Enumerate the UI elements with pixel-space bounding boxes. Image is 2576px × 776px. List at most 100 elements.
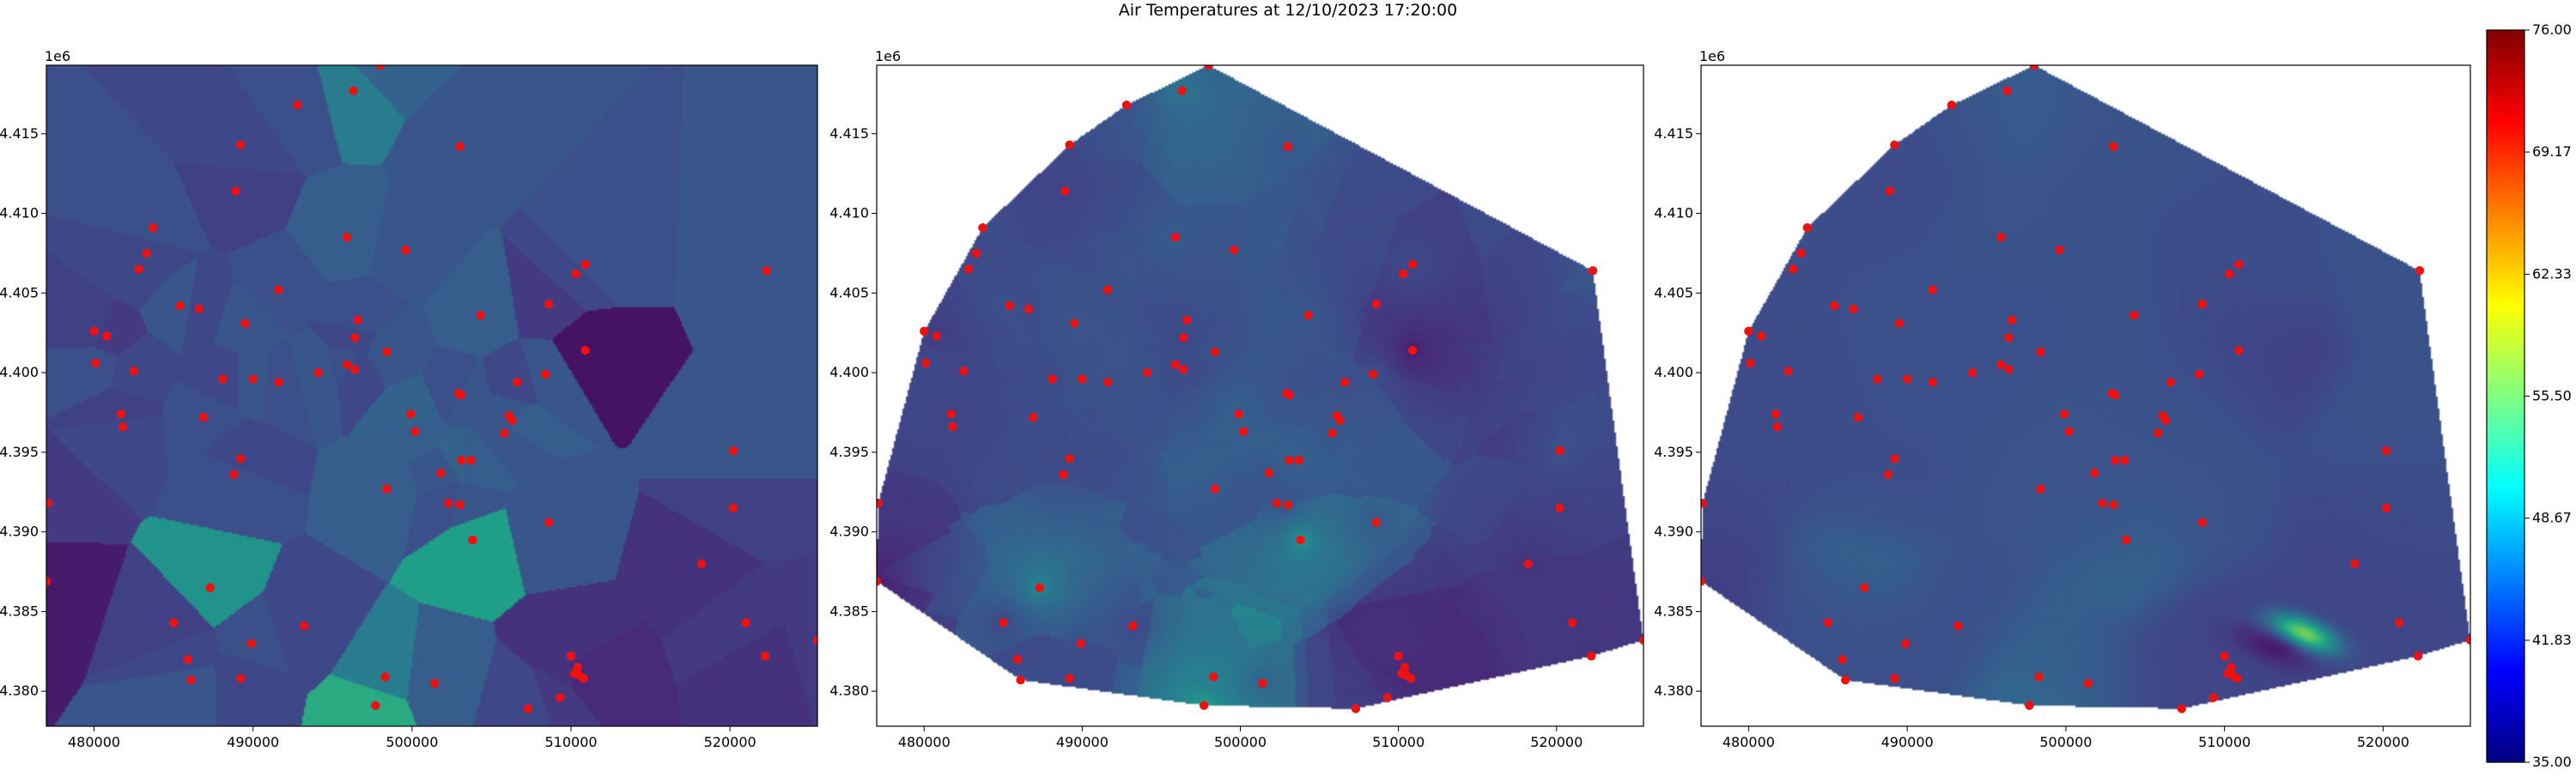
station-marker [2224,269,2234,279]
station-marker [2129,311,2139,320]
station-marker [1327,428,1337,438]
station-marker [375,65,386,70]
y-offset-label: 1e6 [45,48,70,64]
y-tick-label: 4.390 [0,524,39,540]
station-marker [91,358,100,368]
station-marker [240,318,250,328]
y-tick-label: 4.390 [829,524,869,540]
station-marker [1059,470,1068,480]
station-marker [1555,446,1564,456]
x-tick-label: 480000 [1722,734,1775,750]
station-marker [235,454,246,464]
station-marker [1208,672,1218,682]
station-marker [1838,654,1847,664]
station-marker [274,285,283,294]
axes-frame [46,64,818,727]
station-marker [1953,621,1963,631]
station-marker [1005,300,1014,311]
station-marker [205,583,215,592]
station-marker [102,331,112,341]
station-marker [1890,674,1899,683]
station-marker [1398,269,1408,279]
station-marker [1103,378,1113,387]
station-marker [2109,500,2118,510]
station-marker [2025,700,2034,711]
station-marker [1796,248,1806,258]
station-marker [1783,367,1793,376]
x-tick-label: 490000 [1056,734,1109,750]
station-marker [229,470,239,480]
station-marker [1928,285,1937,294]
station-marker [1371,300,1382,309]
station-marker [1177,86,1187,95]
station-marker [194,304,204,314]
x-tick-label: 480000 [68,734,120,750]
station-marker [1285,455,1294,465]
station-marker [1407,259,1418,270]
station-marker [877,499,884,508]
station-marker [2415,266,2425,276]
panel-1: 480000 490000 500000 510000 520000 4.380 4.385… [0,48,818,750]
station-marker [1829,300,1839,311]
colorbar-tick-label: 48.67 [2532,510,2572,526]
station-marker [349,86,358,95]
station-marker [1567,618,1577,627]
y-tick-label: 4.395 [0,444,39,460]
station-marker [468,535,477,545]
station-marker [1035,583,1044,592]
colorbar-tick-label: 55.50 [2532,388,2572,404]
station-marker [2197,300,2207,309]
colorbar-tick-label: 35.00 [2532,754,2572,770]
x-tick-label: 510000 [2198,734,2251,750]
station-marker [2349,559,2360,568]
x-tick-label: 500000 [2039,734,2092,750]
station-marker [1065,454,1074,464]
station-marker [971,248,981,258]
station-marker [696,559,707,568]
station-marker [183,654,192,664]
station-marker [1016,675,1025,685]
station-marker [142,248,151,258]
station-marker [2208,693,2218,702]
y-tick-label: 4.415 [0,125,39,142]
y-offset-label: 1e6 [1699,48,1725,64]
y-tick-label: 4.405 [829,284,869,300]
station-marker [2166,378,2176,387]
colorbar-tick-label: 41.83 [2532,632,2572,648]
station-marker [1928,378,1937,387]
colorbar-tick-label: 69.17 [2532,143,2572,160]
station-marker [186,675,196,685]
station-marker [235,140,246,149]
station-marker [1199,700,1209,711]
x-tick-label: 520000 [1530,734,1583,750]
station-marker [1065,140,1074,149]
station-marker [812,635,817,646]
colorbar [2486,29,2525,763]
station-marker [235,674,246,683]
station-marker [1996,360,2006,370]
station-marker [1890,140,1899,149]
station-marker [2002,86,2012,95]
station-marker [1840,675,1850,685]
panel-2: 480000 490000 500000 510000 520000 4.380 4.385… [829,48,1644,750]
station-marker [246,639,257,648]
station-marker [1872,374,1882,384]
station-marker [1883,470,1893,480]
y-tick-label: 4.410 [829,205,869,221]
station-marker [2059,409,2069,419]
station-marker [2120,455,2129,465]
station-marker [1128,621,1138,631]
station-marker [1860,583,1869,592]
station-marker [2197,518,2207,527]
x-tick-label: 520000 [2357,734,2409,750]
station-marker [1210,347,1220,357]
station-marker [1371,518,1382,527]
station-marker [1065,674,1074,683]
station-marker [2381,446,2391,456]
station-marker [978,223,987,233]
y-tick-label: 4.385 [0,603,39,619]
station-marker [1204,65,1213,70]
station-marker [1069,318,1079,328]
y-tick-label: 4.415 [1654,125,1693,142]
station-marker [342,233,352,242]
